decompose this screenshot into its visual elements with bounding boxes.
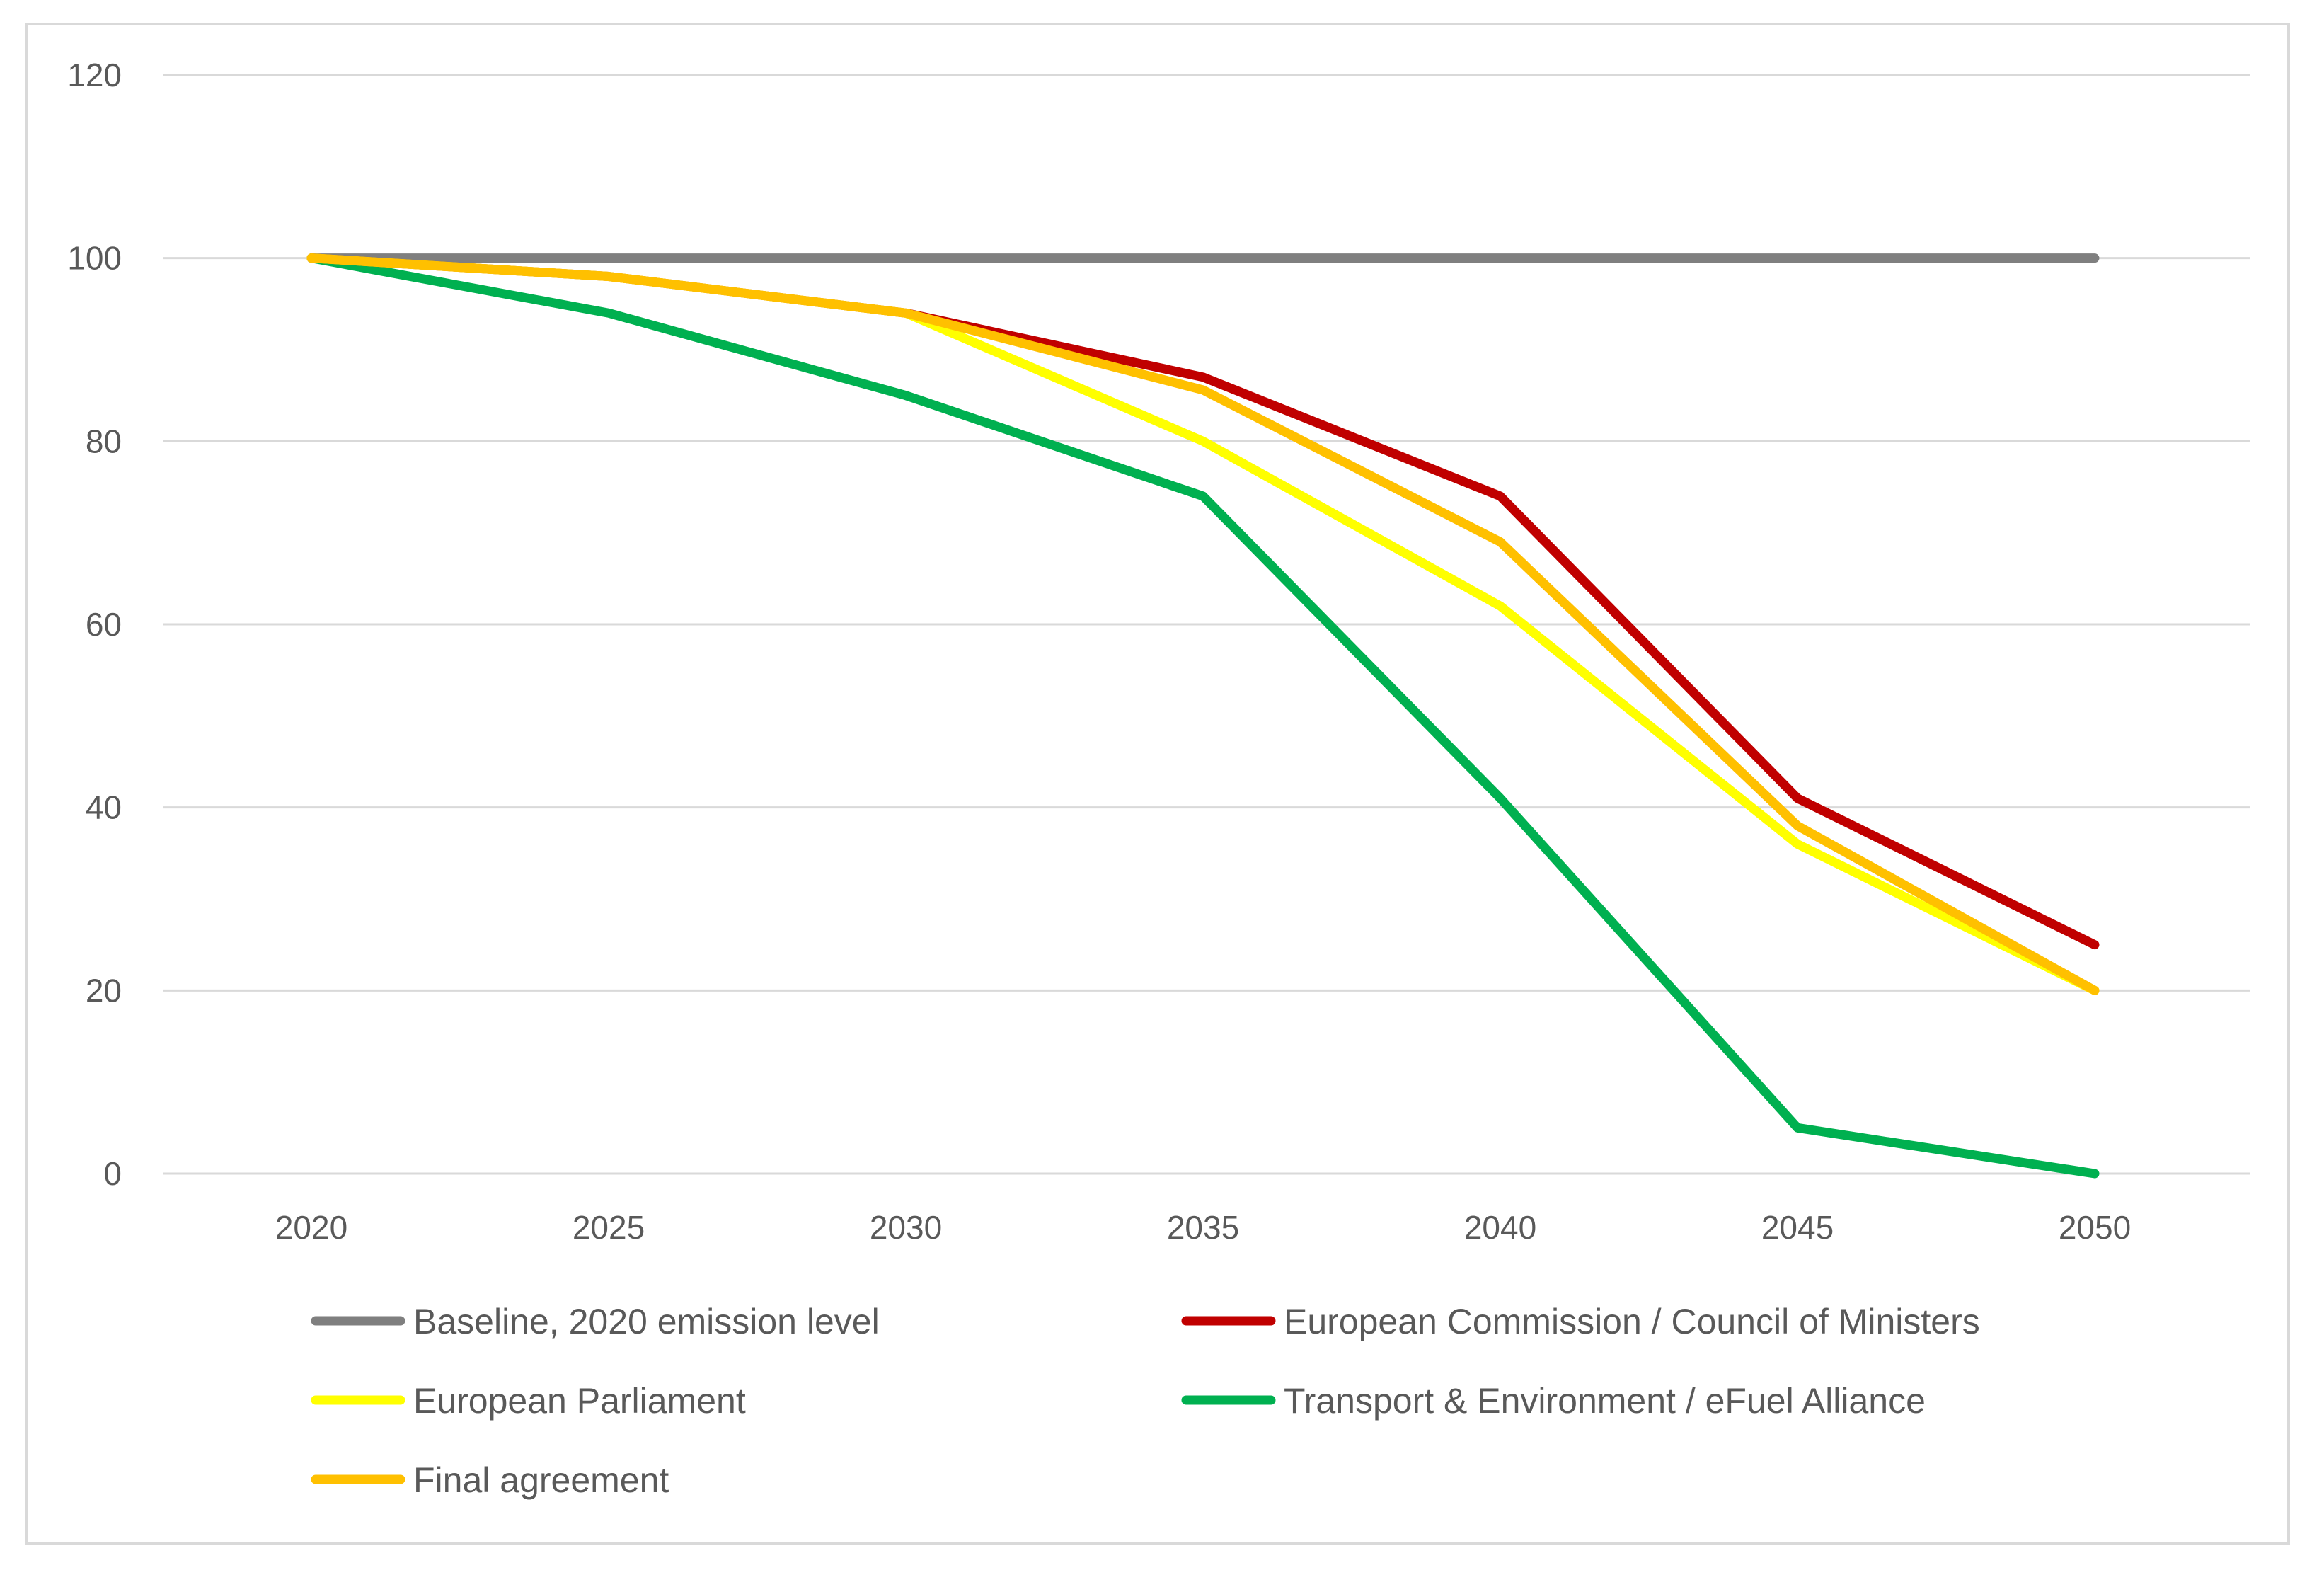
y-axis-ticks: 0 20 40 60 80 100 120 [67,57,122,1192]
series-lines [306,253,2100,1179]
y-tick-label: 0 [103,1155,122,1192]
legend: Baseline, 2020 emission level European Co… [311,1302,1980,1500]
gridlines [163,74,2250,1175]
legend-label-final-agreement: Final agreement [413,1460,669,1500]
x-tick-label: 2035 [1167,1209,1239,1246]
y-tick-label: 120 [67,57,122,93]
legend-label-european-commission-council-of-ministers: European Commission / Council of Ministe… [1284,1302,1980,1341]
x-tick-label: 2030 [870,1209,942,1246]
chart-frame: 0 20 40 60 80 100 120 2020 2025 2030 2035 2040 2045… [25,23,2290,1545]
x-axis-ticks: 2020 2025 2030 2035 2040 2045 2050 [275,1209,2131,1246]
y-tick-label: 20 [86,972,122,1009]
series-line-transport-environment-efuel-alliance [306,253,2100,1179]
y-tick-label: 80 [86,423,122,459]
y-tick-label: 100 [67,240,122,277]
x-tick-label: 2040 [1464,1209,1536,1246]
y-tick-label: 60 [86,606,122,643]
series-line-final-agreement [306,253,2100,995]
legend-label-baseline-2020-emission-level: Baseline, 2020 emission level [413,1302,880,1341]
x-tick-label: 2045 [1761,1209,1834,1246]
legend-label-european-parliament: European Parliament [413,1381,746,1421]
legend-label-transport-environment-efuel-alliance: Transport & Environment / eFuel Alliance [1284,1381,1926,1421]
x-tick-label: 2025 [573,1209,645,1246]
y-tick-label: 40 [86,789,122,826]
x-tick-label: 2020 [275,1209,347,1246]
x-tick-label: 2050 [2059,1209,2131,1246]
